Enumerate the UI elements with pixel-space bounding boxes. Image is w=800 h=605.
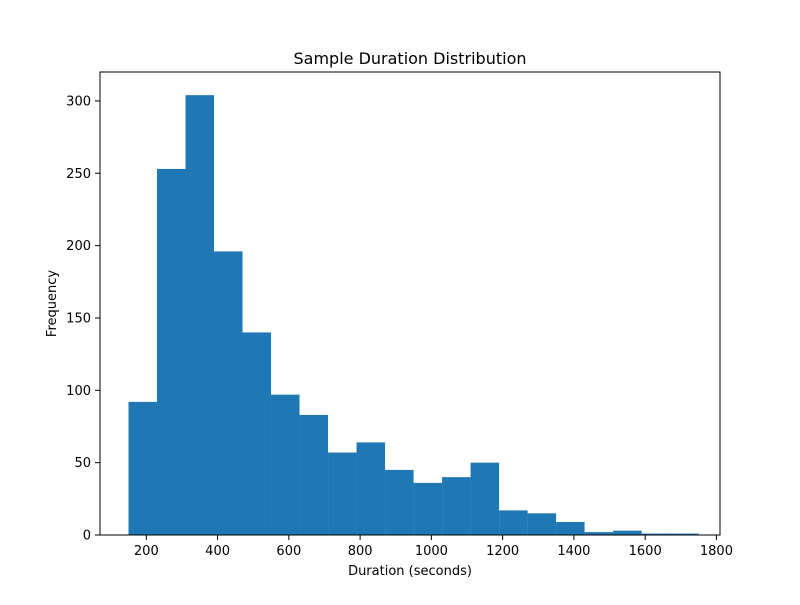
histogram-bar-17 (584, 532, 614, 535)
x-tick-label: 400 (205, 544, 230, 559)
histogram-bar-18 (613, 530, 642, 535)
histogram-bar-1 (128, 401, 158, 535)
histogram-bar-5 (242, 332, 272, 535)
y-axis-label: Frequency (45, 270, 60, 337)
x-tick-label: 1200 (486, 544, 519, 559)
histogram-bar-12 (442, 477, 471, 536)
histogram-bar-3 (185, 95, 215, 536)
y-tick-label: 0 (83, 529, 91, 544)
histogram-bar-4 (214, 251, 243, 535)
histogram-bar-19 (641, 533, 671, 535)
histogram-bar-15 (527, 513, 557, 535)
y-tick-label: 150 (66, 311, 91, 326)
histogram-bar-20 (670, 533, 699, 535)
histogram-bar-9 (356, 442, 386, 535)
x-tick-label: 1800 (700, 544, 733, 559)
x-axis-label: Duration (seconds) (348, 564, 472, 579)
x-tick-label: 800 (348, 544, 373, 559)
histogram-bar-16 (556, 521, 585, 535)
x-tick-label: 600 (276, 544, 301, 559)
chart-title: Sample Duration Distribution (294, 49, 527, 68)
y-tick-label: 200 (66, 239, 91, 254)
histogram-bar-11 (413, 482, 443, 535)
y-tick-label: 300 (66, 94, 91, 109)
histogram-bar-6 (271, 394, 300, 535)
x-tick-label: 1000 (415, 544, 448, 559)
y-axis-ticks: 0 50 100 150 200 250 300 (66, 94, 100, 544)
histogram-bar-14 (499, 510, 528, 535)
bars-group (128, 95, 699, 536)
y-tick-label: 250 (66, 167, 91, 182)
histogram-bar-7 (299, 414, 329, 535)
x-tick-label: 200 (134, 544, 159, 559)
x-tick-label: 1600 (629, 544, 662, 559)
histogram-bar-2 (157, 168, 186, 535)
x-axis-ticks: 200 400 600 800 1000 1200 1400 1600 1800 (134, 535, 733, 559)
x-tick-label: 1400 (557, 544, 590, 559)
histogram-bar-10 (385, 469, 414, 535)
y-tick-label: 50 (74, 456, 91, 471)
plot-frame (99, 71, 721, 536)
y-tick-label: 100 (66, 384, 91, 399)
histogram-bar-8 (328, 452, 357, 535)
histogram-bar-13 (470, 462, 500, 535)
